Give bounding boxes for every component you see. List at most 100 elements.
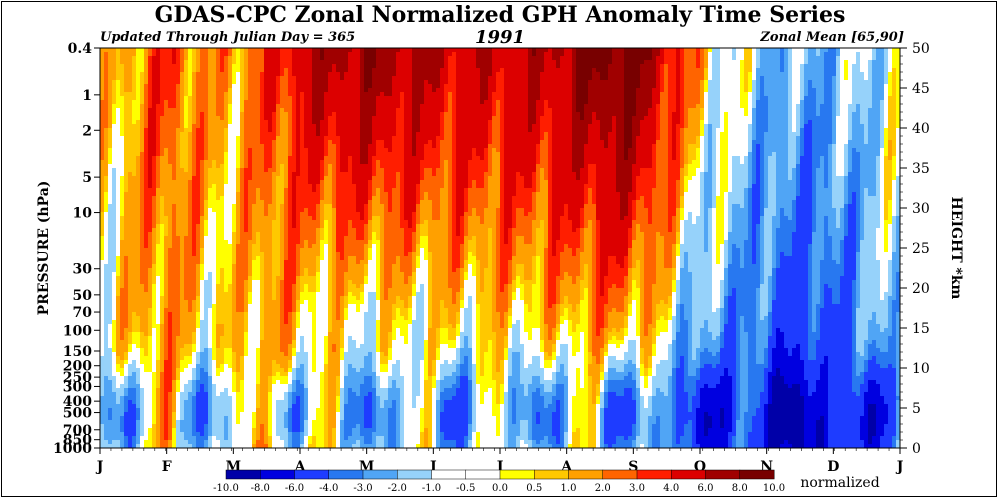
field-cell — [408, 96, 413, 101]
field-cell — [600, 144, 605, 149]
field-cell — [256, 104, 261, 109]
field-cell — [428, 100, 433, 105]
field-cell — [172, 88, 177, 93]
field-cell — [892, 96, 897, 101]
field-cell — [360, 140, 365, 145]
field-cell — [372, 116, 377, 121]
field-cell — [612, 72, 617, 77]
field-cell — [876, 76, 881, 81]
field-cell — [824, 116, 829, 121]
field-cell — [144, 104, 149, 109]
field-cell — [392, 116, 397, 121]
field-cell — [200, 132, 205, 137]
field-cell — [264, 68, 269, 73]
field-cell — [760, 84, 765, 89]
field-cell — [276, 104, 281, 109]
field-cell — [604, 116, 609, 121]
field-cell — [128, 128, 133, 133]
field-cell — [144, 140, 149, 145]
field-cell — [416, 104, 421, 109]
field-cell — [340, 108, 345, 113]
field-cell — [236, 92, 241, 97]
field-cell — [684, 84, 689, 89]
field-cell — [680, 140, 685, 145]
field-cell — [708, 112, 713, 117]
field-cell — [528, 100, 533, 105]
field-cell — [684, 96, 689, 101]
field-cell — [644, 132, 649, 137]
field-cell — [484, 76, 489, 81]
field-cell — [208, 96, 213, 101]
field-cell — [512, 124, 517, 129]
field-cell — [644, 64, 649, 69]
field-cell — [216, 120, 221, 125]
field-cell — [540, 128, 545, 133]
field-cell — [228, 128, 233, 133]
field-cell — [464, 120, 469, 125]
field-cell — [456, 92, 461, 97]
field-cell — [368, 56, 373, 61]
field-cell — [552, 52, 557, 57]
field-cell — [880, 96, 885, 101]
field-cell — [592, 84, 597, 89]
field-cell — [736, 120, 741, 125]
field-cell — [784, 84, 789, 89]
field-cell — [620, 116, 625, 121]
field-cell — [592, 68, 597, 73]
field-cell — [228, 132, 233, 137]
field-cell — [152, 96, 157, 101]
field-cell — [256, 128, 261, 133]
field-cell — [540, 132, 545, 137]
field-cell — [152, 60, 157, 65]
field-cell — [808, 52, 813, 57]
field-cell — [356, 64, 361, 69]
field-cell — [744, 140, 749, 145]
field-cell — [848, 72, 853, 77]
field-cell — [124, 140, 129, 145]
field-cell — [280, 84, 285, 89]
field-cell — [884, 108, 889, 113]
field-cell — [244, 84, 249, 89]
field-cell — [136, 112, 141, 117]
field-cell — [536, 80, 541, 85]
field-cell — [400, 132, 405, 137]
field-cell — [536, 96, 541, 101]
field-cell — [588, 108, 593, 113]
field-cell — [116, 96, 121, 101]
field-cell — [880, 108, 885, 113]
field-cell — [528, 76, 533, 81]
field-cell — [556, 84, 561, 89]
field-cell — [628, 80, 633, 85]
field-cell — [448, 52, 453, 57]
field-cell — [588, 52, 593, 57]
field-cell — [532, 56, 537, 61]
field-cell — [388, 96, 393, 101]
field-cell — [240, 140, 245, 145]
field-cell — [732, 76, 737, 81]
field-cell — [148, 104, 153, 109]
field-cell — [272, 112, 277, 117]
field-cell — [476, 136, 481, 141]
field-cell — [868, 92, 873, 97]
field-cell — [476, 128, 481, 133]
field-cell — [744, 56, 749, 61]
field-cell — [412, 60, 417, 65]
field-cell — [840, 68, 845, 73]
field-cell — [716, 92, 721, 97]
field-cell — [308, 120, 313, 125]
field-cell — [244, 120, 249, 125]
field-cell — [864, 108, 869, 113]
field-cell — [120, 84, 125, 89]
field-cell — [420, 52, 425, 57]
field-cell — [520, 132, 525, 137]
field-cell — [720, 144, 725, 149]
field-cell — [268, 132, 273, 137]
field-cell — [580, 132, 585, 137]
field-cell — [888, 64, 893, 69]
field-cell — [292, 56, 297, 61]
field-cell — [440, 96, 445, 101]
field-cell — [532, 84, 537, 89]
field-cell — [564, 140, 569, 145]
field-cell — [352, 76, 357, 81]
field-cell — [716, 120, 721, 125]
